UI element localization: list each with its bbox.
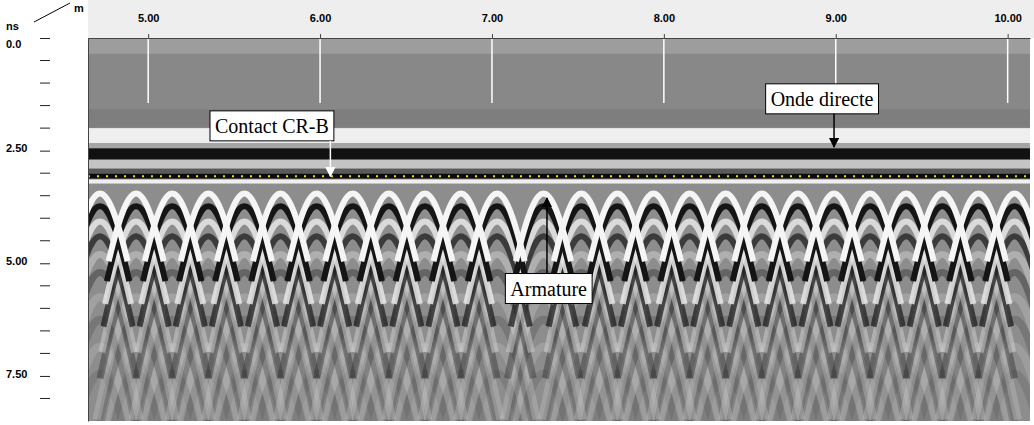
x-tick-line: [663, 38, 665, 103]
y-tick-label: 5.00: [6, 255, 27, 267]
annotation: Contact CR-B: [210, 111, 334, 176]
direct-wave-black: [88, 148, 1030, 159]
x-tick-label: 7.00: [482, 12, 503, 24]
y-minor-tick: [40, 218, 50, 219]
x-tick-label: 10.00: [994, 12, 1022, 24]
x-tick: 7.00: [482, 12, 503, 38]
annotations: Contact CR-B Onde directe Armature: [210, 84, 878, 304]
x-tick: 8.00: [654, 12, 675, 38]
x-tick: 10.00: [994, 12, 1022, 38]
direct-wave-light: [88, 160, 1030, 169]
y-axis-line: [88, 39, 89, 422]
y-minor-tick: [40, 308, 50, 309]
rebar-hyperbola: [987, 194, 1030, 262]
annotation-arrow: [833, 114, 835, 147]
x-tick-mark: [320, 34, 321, 38]
y-tick: 0.0: [6, 38, 88, 50]
annotation-box: [210, 111, 334, 141]
x-tick-mark: [492, 34, 493, 38]
y-tick-mark: [40, 151, 50, 152]
annotation-box: [505, 274, 592, 304]
annotation-arrow: [330, 141, 332, 176]
y-tick-label: 7.50: [6, 368, 27, 380]
x-tick-line: [319, 38, 321, 103]
y-minor-tick: [40, 330, 50, 331]
x-tick-mark: [148, 34, 149, 38]
annotation: Onde directe: [766, 84, 879, 147]
y-minor-ticks: [40, 61, 50, 399]
y-tick: 2.50: [6, 142, 88, 154]
y-minor-tick: [40, 173, 50, 174]
y-tick-mark: [40, 263, 50, 264]
x-tick-line: [1007, 38, 1009, 103]
x-axis-line: [89, 38, 1031, 39]
annotation-box: [766, 84, 879, 114]
y-axis: 0.0 2.50 5.00 7.50: [6, 38, 89, 421]
rebar-hyperbola: [88, 194, 128, 262]
x-tick-line: [491, 38, 493, 103]
annotation-text: Contact CR-B: [215, 115, 329, 137]
x-tick-mark: [836, 34, 837, 38]
plot-area: [88, 38, 1030, 421]
y-tick-mark: [40, 376, 50, 377]
annotation-arrow: [546, 198, 548, 274]
y-minor-tick: [40, 105, 50, 106]
y-minor-tick: [40, 398, 50, 399]
top-margin-bg: [88, 0, 1034, 38]
x-tick-label: 9.00: [826, 12, 847, 24]
x-tick: 5.00: [138, 12, 159, 38]
x-tick-label: 8.00: [654, 12, 675, 24]
annotation-text: Onde directe: [771, 88, 874, 110]
x-axis: 5.00 6.00 7.00 8.00 9.00 10.00: [89, 12, 1031, 39]
y-minor-tick: [40, 60, 50, 61]
radargram-figure: 5.00 6.00 7.00 8.00 9.00 10.00 0.0 2.50 5.00 7.50…: [0, 0, 1034, 425]
x-tick-line: [147, 38, 149, 103]
left-margin-bg: [0, 0, 88, 425]
rebar-hyperbolas: [88, 194, 1030, 421]
contact-picks: [88, 175, 1030, 177]
contact-line: [88, 174, 1030, 179]
x-tick: 6.00: [310, 12, 331, 38]
y-minor-tick: [40, 285, 50, 286]
y-minor-tick: [40, 128, 50, 129]
direct-wave-gray: [88, 143, 1030, 148]
y-tick: 7.50: [6, 368, 88, 380]
corner-diagonal: [34, 3, 70, 22]
y-axis-title: ns: [6, 20, 19, 32]
annotation: Armature: [505, 198, 592, 304]
air-bg: [88, 38, 1030, 154]
y-minor-tick: [40, 353, 50, 354]
x-tick: 9.00: [826, 12, 847, 38]
contact-white-line: [88, 179, 1030, 183]
y-tick-mark: [40, 38, 50, 39]
x-axis-title: m: [74, 2, 84, 14]
y-minor-tick: [40, 83, 50, 84]
x-tick-label: 6.00: [310, 12, 331, 24]
y-tick: 5.00: [6, 255, 88, 267]
y-tick-label: 0.0: [6, 38, 21, 50]
x-tick-label: 5.00: [138, 12, 159, 24]
y-minor-tick: [40, 240, 50, 241]
y-tick-label: 2.50: [6, 142, 27, 154]
x-tick-mark: [664, 34, 665, 38]
contact-dark: [88, 169, 1030, 174]
annotation-text: Armature: [510, 278, 587, 300]
y-minor-tick: [40, 195, 50, 196]
air-top-band: [88, 38, 1030, 54]
x-tick-mark: [1008, 34, 1009, 38]
